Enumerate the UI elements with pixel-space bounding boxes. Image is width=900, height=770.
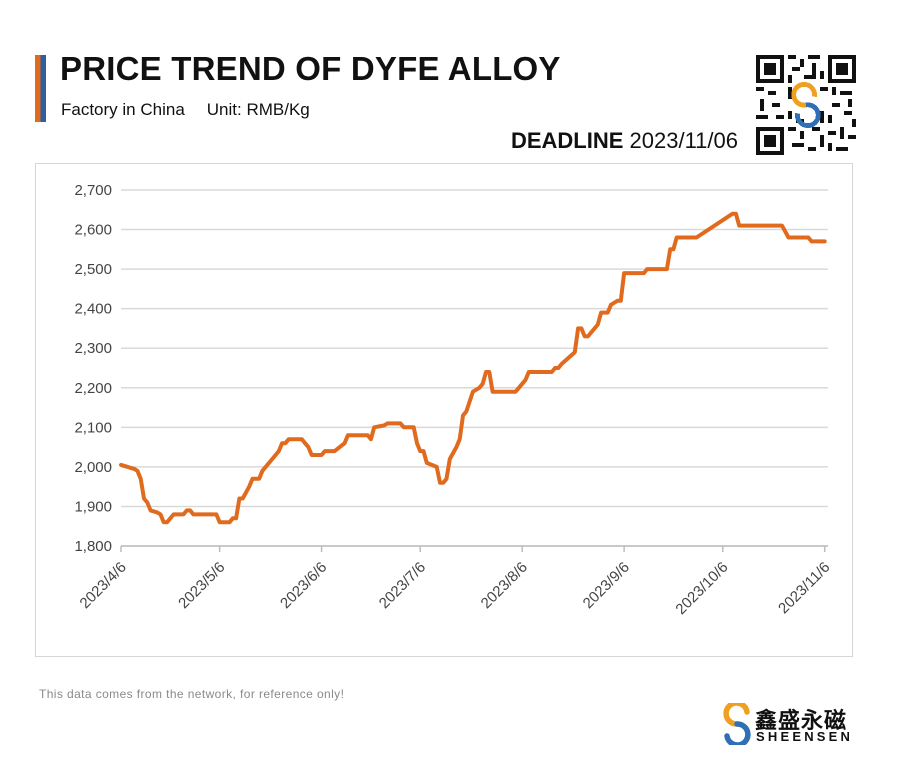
deadline-date: 2023/11/06 [629, 128, 738, 153]
y-tick-label: 1,800 [74, 538, 112, 555]
y-tick-label: 2,400 [74, 301, 112, 318]
x-tick-label: 2023/6/6 [277, 559, 330, 612]
x-tick-label: 2023/11/6 [775, 559, 833, 617]
x-tick-label: 2023/7/6 [376, 559, 429, 612]
chart-plot: 1,800 1,900 2,000 2,100 2,200 2,300 2,400 2,500… [74, 182, 833, 618]
y-tick-label: 2,200 [74, 380, 112, 397]
brand-logo: 鑫盛永磁 SHEENSEN [722, 701, 862, 749]
y-tick-label: 2,300 [74, 340, 112, 357]
deadline: DEADLINE 2023/11/06 [511, 128, 738, 154]
deadline-label: DEADLINE [510, 128, 624, 153]
sheensen-logo-icon [723, 703, 751, 745]
brand-name-en: SHEENSEN [756, 729, 854, 744]
disclaimer-text: This data comes from the network, for re… [39, 687, 345, 701]
chart-title: PRICE TREND OF DYFE ALLOY [60, 50, 561, 87]
y-tick-label: 2,500 [74, 261, 112, 278]
chart-subtitle: Factory in China Unit: RMB/Kg [61, 100, 310, 120]
y-tick-label: 2,600 [74, 222, 112, 239]
series-line [119, 211, 827, 525]
y-tick-label: 2,100 [74, 419, 112, 436]
x-tick-label: 2023/8/6 [478, 559, 531, 612]
title-accent-bar [35, 55, 46, 122]
unit-label: Unit: RMB/Kg [206, 100, 310, 119]
brand-name-cn: 鑫盛永磁 [755, 708, 848, 733]
y-tick-label: 2,700 [74, 182, 112, 199]
x-tick-label: 2023/10/6 [672, 559, 731, 618]
chart-frame: 1,800 1,900 2,000 2,100 2,200 2,300 2,400 2,500… [35, 163, 853, 657]
qr-code-icon [756, 55, 856, 155]
y-tick-label: 2,000 [74, 459, 112, 476]
factory-label: Factory in China [61, 100, 185, 119]
x-tick-label: 2023/5/6 [175, 559, 228, 612]
x-tick-label: 2023/4/6 [77, 559, 130, 612]
x-tick-label: 2023/9/6 [580, 559, 633, 612]
y-tick-label: 1,900 [74, 498, 112, 515]
